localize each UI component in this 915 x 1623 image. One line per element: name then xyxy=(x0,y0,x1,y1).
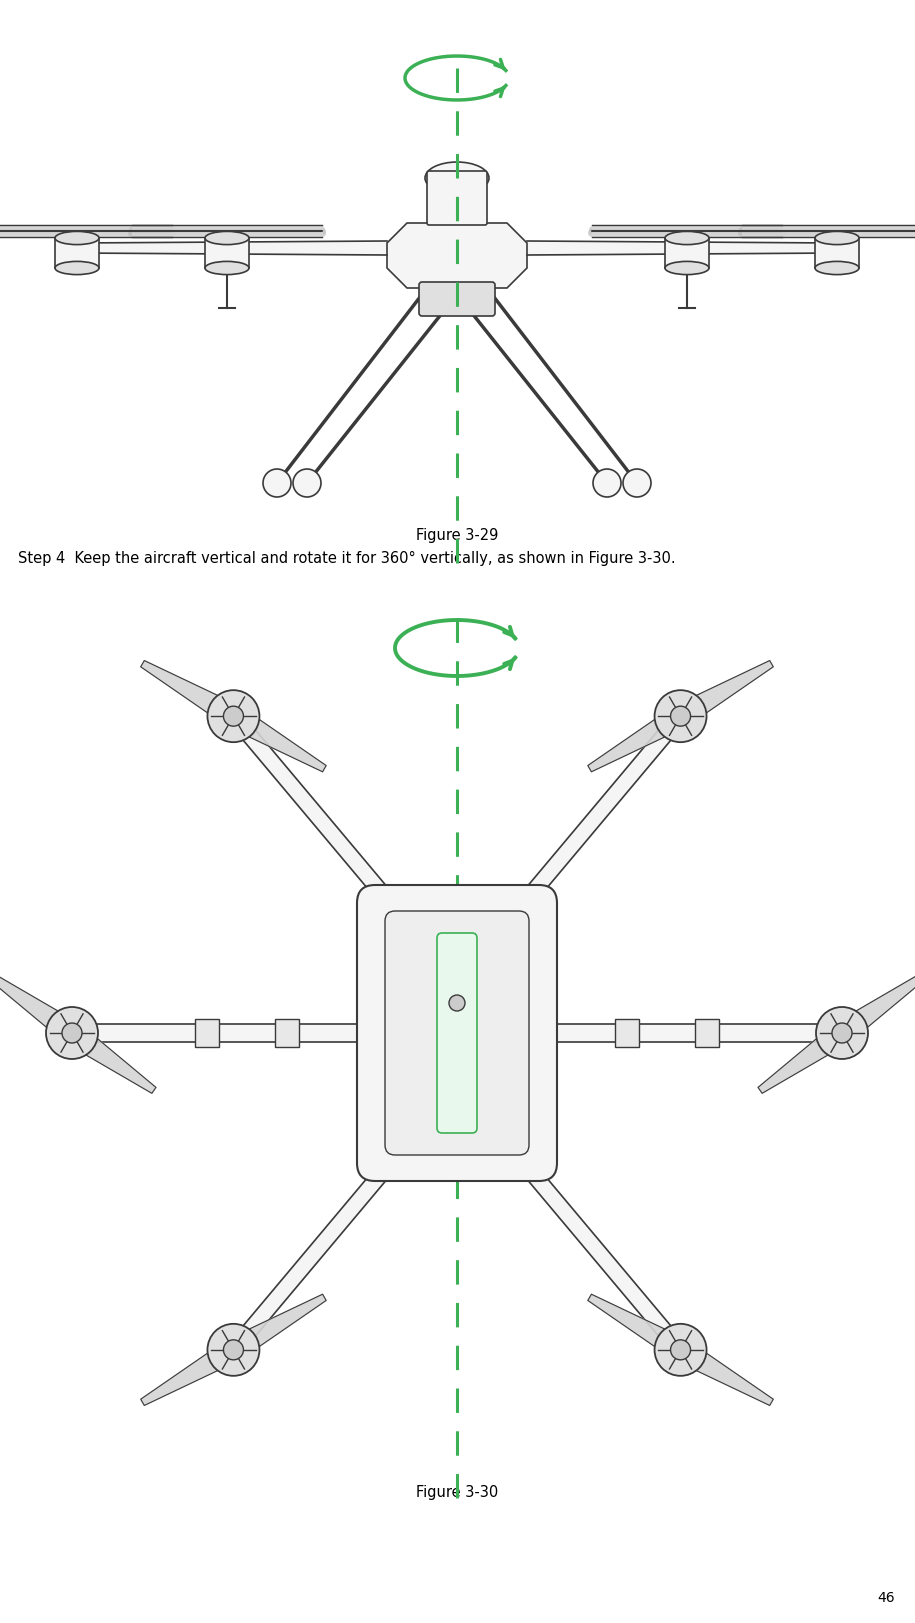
FancyBboxPatch shape xyxy=(275,1019,299,1047)
Text: Figure 3-30: Figure 3-30 xyxy=(416,1485,498,1500)
Circle shape xyxy=(654,1324,706,1376)
Polygon shape xyxy=(758,1022,849,1094)
Polygon shape xyxy=(65,1022,156,1094)
Circle shape xyxy=(208,1324,260,1376)
FancyBboxPatch shape xyxy=(385,911,529,1156)
Circle shape xyxy=(263,469,291,497)
Polygon shape xyxy=(501,1138,686,1355)
Polygon shape xyxy=(141,1339,240,1406)
FancyBboxPatch shape xyxy=(695,1019,719,1047)
Circle shape xyxy=(223,1341,243,1360)
Bar xyxy=(55,239,99,268)
Circle shape xyxy=(671,706,691,725)
Circle shape xyxy=(593,469,621,497)
Bar xyxy=(665,239,709,268)
Ellipse shape xyxy=(205,232,249,245)
Polygon shape xyxy=(0,972,79,1044)
Polygon shape xyxy=(587,706,686,773)
Ellipse shape xyxy=(665,261,709,274)
Circle shape xyxy=(832,1022,852,1044)
Circle shape xyxy=(449,995,465,1011)
Polygon shape xyxy=(227,1138,414,1355)
FancyBboxPatch shape xyxy=(615,1019,639,1047)
Ellipse shape xyxy=(205,261,249,274)
Polygon shape xyxy=(228,1294,326,1360)
Polygon shape xyxy=(501,711,686,928)
FancyBboxPatch shape xyxy=(437,933,477,1133)
Ellipse shape xyxy=(425,162,489,195)
Ellipse shape xyxy=(665,232,709,245)
Circle shape xyxy=(623,469,651,497)
Ellipse shape xyxy=(55,232,99,245)
Polygon shape xyxy=(228,706,326,773)
Circle shape xyxy=(671,1341,691,1360)
Text: Step 4  Keep the aircraft vertical and rotate it for 360° vertically, as shown i: Step 4 Keep the aircraft vertical and ro… xyxy=(18,550,675,566)
FancyBboxPatch shape xyxy=(195,1019,219,1047)
Ellipse shape xyxy=(815,232,859,245)
Text: Figure 3-29: Figure 3-29 xyxy=(415,527,498,544)
FancyBboxPatch shape xyxy=(419,282,495,316)
Bar xyxy=(205,239,249,268)
Polygon shape xyxy=(674,1339,773,1406)
Circle shape xyxy=(293,469,321,497)
Polygon shape xyxy=(674,661,773,727)
Circle shape xyxy=(223,706,243,725)
FancyBboxPatch shape xyxy=(357,885,557,1182)
Polygon shape xyxy=(387,222,527,287)
Circle shape xyxy=(654,690,706,742)
FancyBboxPatch shape xyxy=(427,170,487,226)
Polygon shape xyxy=(835,972,915,1044)
Polygon shape xyxy=(141,661,240,727)
Bar xyxy=(815,239,859,268)
Circle shape xyxy=(208,690,260,742)
Ellipse shape xyxy=(815,261,859,274)
Polygon shape xyxy=(227,711,414,928)
Text: 46: 46 xyxy=(877,1591,895,1605)
Circle shape xyxy=(62,1022,82,1044)
Ellipse shape xyxy=(55,261,99,274)
Circle shape xyxy=(816,1006,868,1058)
Polygon shape xyxy=(587,1294,686,1360)
Circle shape xyxy=(46,1006,98,1058)
